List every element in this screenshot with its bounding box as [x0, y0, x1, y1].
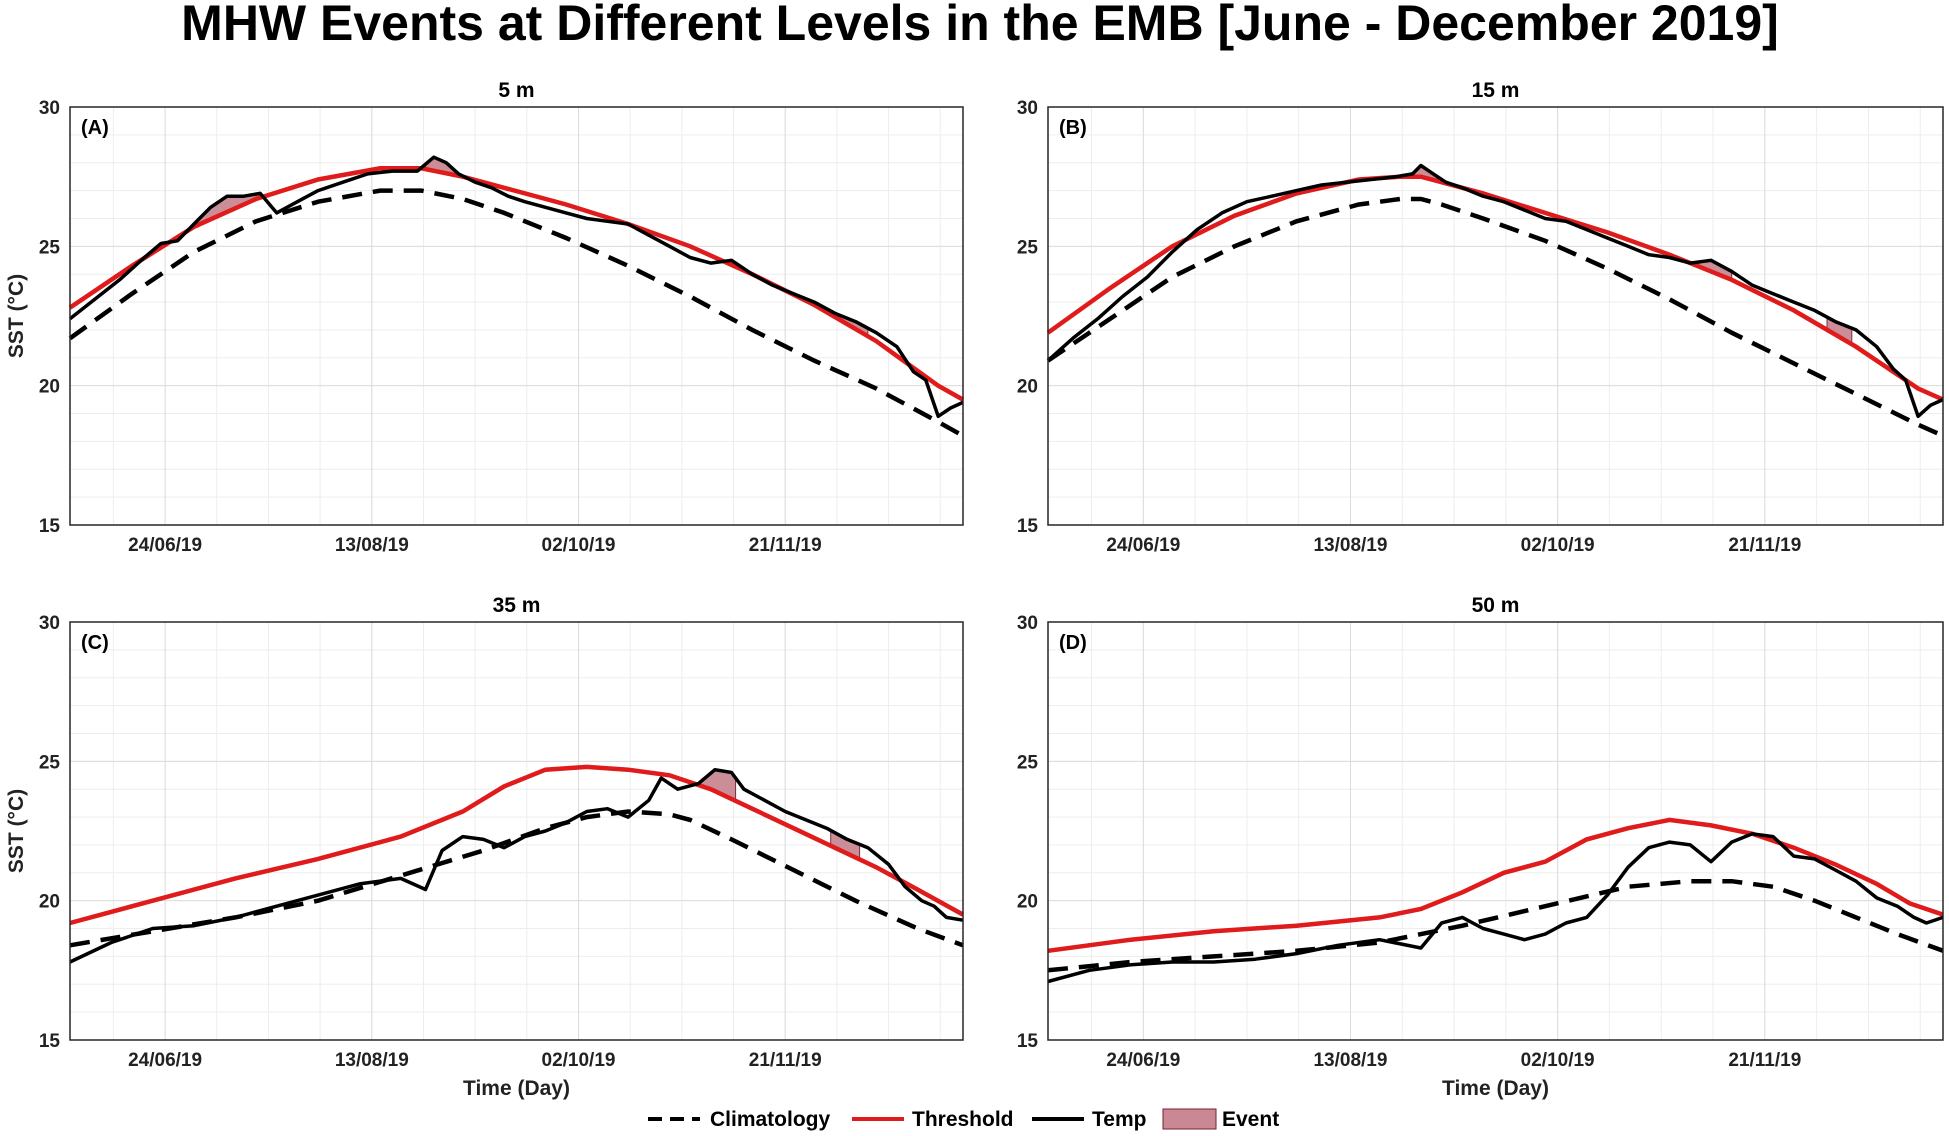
figure-title: MHW Events at Different Levels in the EM…: [181, 0, 1779, 51]
panel-label: (A): [81, 117, 109, 139]
panel-title: 5 m: [498, 79, 534, 102]
y-tick-label: 15: [1017, 1031, 1039, 1052]
plot-area: [1048, 107, 1943, 525]
y-tick-label: 25: [39, 752, 61, 773]
y-tick-label: 25: [1017, 237, 1039, 258]
threshold-line: [68, 166, 965, 402]
legend-event-label: Event: [1222, 1108, 1279, 1131]
y-tick-label: 15: [39, 516, 61, 537]
chart-panel-4: 15 20 25 30 24/06/19 13/08/19 02/10/19 21/11/19…: [1017, 594, 1944, 1100]
climatology-line: [68, 188, 965, 438]
panel-title: 50 m: [1472, 594, 1520, 617]
climatology-line: [1047, 878, 1944, 973]
panels: 15 20 25 30 24/06/19 13/08/19 02/10/19 21/11/19…: [5, 79, 1944, 1100]
x-tick-label: 24/06/19: [1106, 1050, 1180, 1071]
x-tick-label: 24/06/19: [128, 1050, 202, 1071]
temp-line: [68, 155, 964, 419]
threshold-line: [1047, 817, 1944, 954]
y-tick-label: 15: [39, 1031, 61, 1052]
plot-area: [70, 107, 963, 525]
y-tick-label: 30: [1017, 613, 1038, 634]
climatology-line: [69, 809, 964, 948]
x-tick-label: 13/08/19: [1313, 535, 1387, 556]
plot-frame: [1047, 621, 1944, 1041]
x-tick-label: 02/10/19: [1521, 1050, 1595, 1071]
x-tick-label: 13/08/19: [1313, 1050, 1387, 1071]
y-tick-label: 30: [39, 613, 60, 634]
x-tick-label: 13/08/19: [335, 1050, 409, 1071]
legend-threshold-label: Threshold: [912, 1108, 1014, 1131]
legend-climatology-label: Climatology: [710, 1108, 830, 1131]
legend-temp-label: Temp: [1092, 1108, 1146, 1131]
legend-event-swatch: [1162, 1108, 1217, 1130]
plot-frame: [69, 106, 964, 526]
panel-title: 35 m: [493, 594, 541, 617]
temp-line: [1047, 832, 1944, 984]
x-tick-label: 21/11/19: [1728, 535, 1801, 556]
chart-panel-3: 15 20 25 30 24/06/19 13/08/19 02/10/19 21/11/19…: [5, 594, 965, 1100]
y-tick-label: 20: [1017, 377, 1038, 398]
y-tick-label: 30: [39, 98, 60, 119]
x-tick-label: 02/10/19: [542, 535, 616, 556]
chart-panel-2: 15 20 25 30 24/06/19 13/08/19 02/10/19 21/11/19…: [1017, 79, 1944, 556]
x-tick-label: 21/11/19: [749, 535, 822, 556]
plot-frame: [1047, 106, 1944, 526]
y-tick-label: 20: [39, 377, 60, 398]
y-axis-label: SST (°C): [5, 274, 28, 358]
plot-area: [1048, 622, 1943, 1040]
threshold-line: [69, 764, 965, 926]
panel-label: (D): [1059, 632, 1087, 654]
chart-panel-1: 15 20 25 30 24/06/19 13/08/19 02/10/19 21/11/19…: [5, 79, 965, 556]
x-tick-label: 24/06/19: [128, 535, 202, 556]
x-tick-label: 02/10/19: [1521, 535, 1595, 556]
panel-label: (C): [81, 632, 109, 654]
panel-label: (B): [1059, 117, 1087, 139]
y-tick-label: 20: [1017, 892, 1038, 913]
y-tick-label: 15: [1017, 516, 1039, 537]
x-tick-label: 21/11/19: [749, 1050, 822, 1071]
y-tick-label: 25: [1017, 752, 1039, 773]
x-axis-label: Time (Day): [463, 1077, 570, 1100]
plot-frame: [69, 621, 964, 1041]
panel-title: 15 m: [1472, 79, 1520, 102]
x-tick-label: 13/08/19: [335, 535, 409, 556]
x-tick-label: 21/11/19: [1728, 1050, 1801, 1071]
legend: Climatology Threshold Temp Event: [648, 1108, 1279, 1131]
y-axis-label: SST (°C): [5, 789, 28, 873]
x-tick-label: 24/06/19: [1106, 535, 1180, 556]
temp-line: [1046, 163, 1944, 419]
y-tick-label: 20: [39, 892, 60, 913]
plot-area: [70, 622, 963, 1040]
temp-line: [69, 767, 964, 964]
x-axis-label: Time (Day): [1442, 1077, 1549, 1100]
x-tick-label: 02/10/19: [542, 1050, 616, 1071]
y-tick-label: 25: [39, 237, 61, 258]
y-tick-label: 30: [1017, 98, 1038, 119]
